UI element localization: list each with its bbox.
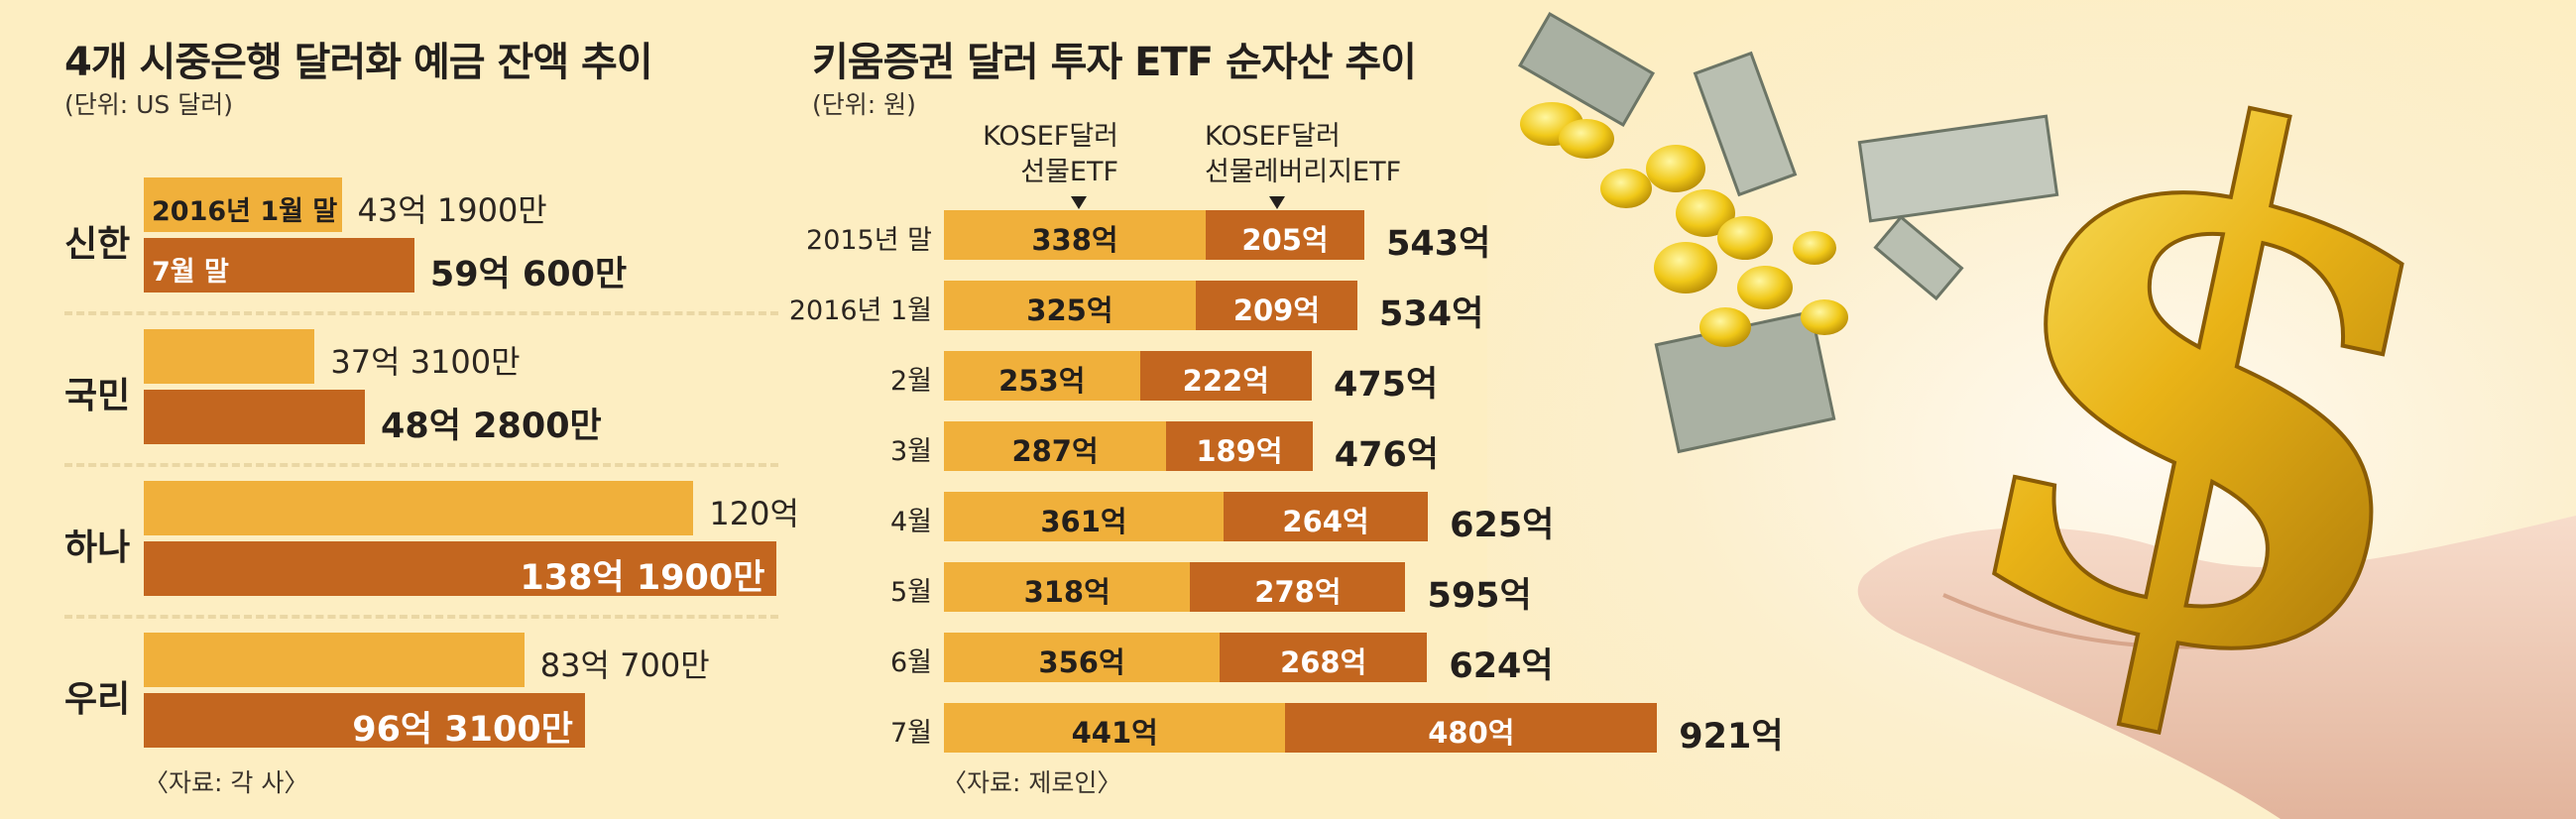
segment-value-label: 338억 (1031, 223, 1118, 257)
value-label: 59억 600만 (429, 255, 628, 294)
category-label: 3월 (889, 436, 932, 467)
legend-line: KOSEF달러 (983, 121, 1118, 152)
segment-futures-etf (944, 281, 1196, 330)
segment-leverage-etf (1166, 421, 1313, 471)
series-label: 2016년 1월 말 (152, 196, 338, 227)
total-label: 921억 (1679, 717, 1784, 757)
legend-line: 선물ETF (1020, 157, 1118, 187)
segment-leverage-etf (1139, 351, 1312, 401)
bank-label: 우리 (64, 679, 131, 720)
segment-value-label: 205억 (1241, 223, 1329, 257)
segment-futures-etf (944, 210, 1206, 260)
segment-value-label: 287억 (1011, 434, 1099, 468)
segment-value-label: 278억 (1254, 575, 1342, 609)
money-illustration: $ (1517, 0, 2576, 819)
total-label: 625억 (1450, 506, 1555, 545)
category-label: 2016년 1월 (788, 295, 932, 326)
segment-value-label: 441억 (1071, 716, 1158, 750)
bank-label: 신한 (64, 224, 131, 265)
value-label: 96억 3100만 (352, 710, 573, 750)
segment-value-label: 264억 (1282, 505, 1369, 538)
segment-leverage-etf (1190, 562, 1406, 612)
value-label: 120억 (709, 495, 799, 532)
segment-leverage-etf (1223, 492, 1429, 541)
chart-title: 키움증권 달러 투자 ETF 순자산 추이 (812, 40, 1417, 85)
category-label: 6월 (889, 647, 932, 678)
segment-value-label: 209억 (1232, 293, 1321, 327)
segment-futures-etf (944, 492, 1224, 541)
chart-title: 4개 시중은행 달러화 예금 잔액 추이 (64, 40, 653, 85)
segment-leverage-etf (1195, 281, 1358, 330)
segment-value-label: 318억 (1023, 575, 1111, 609)
segment-futures-etf (944, 703, 1286, 753)
category-label: 7월 (889, 718, 932, 749)
total-label: 475억 (1333, 365, 1439, 405)
legend-line: 선물레버리지ETF (1205, 157, 1402, 187)
segment-value-label: 356억 (1038, 645, 1125, 679)
bank-label: 하나 (64, 527, 131, 568)
segment-leverage-etf (1285, 703, 1658, 753)
segment-value-label: 253억 (998, 364, 1086, 398)
row-divider (64, 615, 778, 619)
category-label: 4월 (889, 507, 932, 537)
legend-line: KOSEF달러 (1205, 121, 1341, 152)
hands-icon (1857, 516, 2576, 819)
segment-leverage-etf (1220, 633, 1428, 682)
segment-value-label: 361억 (1040, 505, 1127, 538)
segment-value-label: 268억 (1280, 645, 1367, 679)
total-label: 624억 (1449, 646, 1554, 686)
chart-unit: (단위: US 달러) (64, 90, 233, 119)
value-label: 48억 2800만 (381, 407, 602, 446)
bar-july (144, 541, 777, 596)
value-label: 43억 1900만 (357, 191, 547, 229)
category-label: 5월 (889, 577, 932, 608)
bar-january (144, 481, 694, 535)
category-label: 2015년 말 (806, 225, 932, 256)
chart-source: 〈자료: 제로인〉 (942, 768, 1122, 797)
row-divider (64, 311, 778, 315)
bar-january (144, 633, 525, 687)
chart-unit: (단위: 원) (812, 90, 916, 119)
category-label: 2월 (889, 366, 932, 397)
total-label: 595억 (1427, 576, 1532, 616)
legend-leverage-etf: KOSEF달러 선물레버리지ETF (1205, 119, 1401, 190)
bar-january (144, 177, 342, 232)
legend-pointer-icon (1269, 196, 1285, 209)
value-label: 37억 3100만 (330, 343, 521, 381)
segment-value-label: 325억 (1026, 293, 1113, 327)
segment-futures-etf (944, 351, 1140, 401)
segment-value-label: 189억 (1196, 434, 1283, 468)
bar-january (144, 329, 315, 384)
chart-source: 〈자료: 각 사〉 (144, 768, 309, 797)
bank-label: 국민 (64, 376, 131, 416)
bar-july (144, 238, 414, 292)
segment-value-label: 480억 (1428, 716, 1515, 750)
dollar-bill-icon (1517, 11, 2059, 454)
bar-july (144, 390, 366, 444)
segment-futures-etf (944, 562, 1191, 612)
row-divider (64, 463, 778, 467)
segment-futures-etf (944, 421, 1167, 471)
total-label: 476억 (1334, 435, 1440, 475)
segment-value-label: 222억 (1182, 364, 1269, 398)
total-label: 543억 (1386, 224, 1491, 264)
value-label: 83억 700만 (539, 646, 710, 684)
value-label: 138억 1900만 (520, 558, 765, 598)
series-label: 7월 말 (152, 257, 229, 288)
bar-july (144, 693, 585, 748)
segment-futures-etf (944, 633, 1221, 682)
total-label: 534억 (1379, 294, 1484, 334)
gold-coin-icon (1520, 102, 1848, 347)
legend-pointer-icon (1071, 196, 1087, 209)
segment-leverage-etf (1205, 210, 1365, 260)
legend-futures-etf: KOSEF달러 선물ETF (920, 119, 1118, 190)
